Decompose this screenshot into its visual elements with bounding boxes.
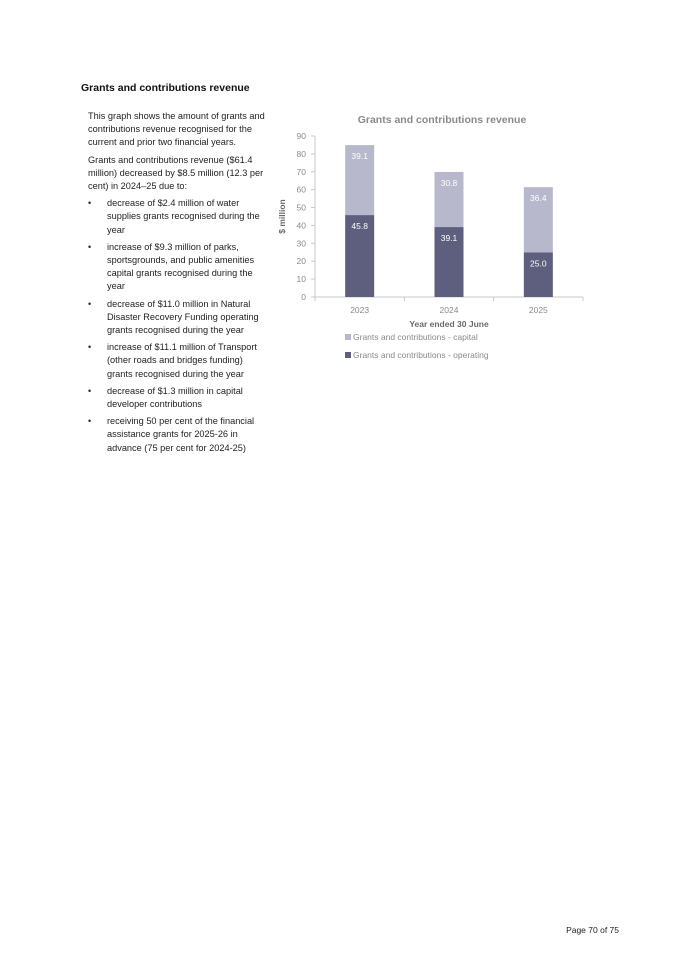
x-tick-label: 2025 <box>529 305 548 315</box>
y-tick-label: 70 <box>297 167 307 177</box>
data-label: 45.8 <box>351 221 368 231</box>
legend-swatch <box>345 334 351 340</box>
bar-segment <box>345 215 375 297</box>
bar-segment <box>345 145 375 216</box>
y-tick-label: 30 <box>297 238 307 248</box>
chart-title: Grants and contributions revenue <box>358 114 527 126</box>
list-item: decrease of $1.3 million in capital deve… <box>88 385 266 411</box>
x-tick-label: 2024 <box>440 305 459 315</box>
y-tick-label: 80 <box>297 149 307 159</box>
data-label: 36.4 <box>530 193 547 203</box>
y-tick-label: 90 <box>297 131 307 141</box>
summary-paragraph: Grants and contributions revenue ($61.4 … <box>88 154 264 192</box>
revenue-chart: Grants and contributions revenue 0 10 20 30 4… <box>265 108 595 373</box>
list-item: increase of $9.3 million of parks, sport… <box>88 241 266 294</box>
x-axis-label: Year ended 30 June <box>409 319 489 329</box>
y-tick-label: 50 <box>297 203 307 213</box>
data-label: 30.8 <box>441 178 458 188</box>
bar-segment <box>434 227 464 297</box>
bar-segment <box>523 252 553 297</box>
y-tick-label: 10 <box>297 274 307 284</box>
list-item: decrease of $2.4 million of water suppli… <box>88 197 266 237</box>
body-text: This graph shows the amount of grants an… <box>88 110 266 459</box>
legend-swatch <box>345 352 351 358</box>
data-label: 25.0 <box>530 258 547 268</box>
list-item: increase of $11.1 million of Transport (… <box>88 341 266 381</box>
y-tick-label: 60 <box>297 185 307 195</box>
bar-segment <box>434 171 464 228</box>
list-item: decrease of $11.0 million in Natural Dis… <box>88 298 266 338</box>
data-label: 39.1 <box>441 233 458 243</box>
y-tick-label: 40 <box>297 220 307 230</box>
intro-paragraph: This graph shows the amount of grants an… <box>88 111 265 148</box>
section-heading: Grants and contributions revenue <box>81 82 250 94</box>
page-number: Page 70 of 75 <box>566 925 619 935</box>
y-tick-label: 20 <box>297 256 307 266</box>
y-axis-label: $ million <box>277 199 287 233</box>
list-item: receiving 50 per cent of the financial a… <box>88 415 266 455</box>
bar-segment <box>523 187 553 253</box>
x-tick-label: 2023 <box>350 305 369 315</box>
legend-label: Grants and contributions - capital <box>353 332 478 342</box>
y-tick-label: 0 <box>301 292 306 302</box>
legend-label: Grants and contributions - operating <box>353 350 489 360</box>
revenue-chart-svg: Grants and contributions revenue 0 10 20 30 4… <box>277 114 584 360</box>
data-label: 39.1 <box>351 151 368 161</box>
reasons-list: decrease of $2.4 million of water suppli… <box>88 197 266 455</box>
